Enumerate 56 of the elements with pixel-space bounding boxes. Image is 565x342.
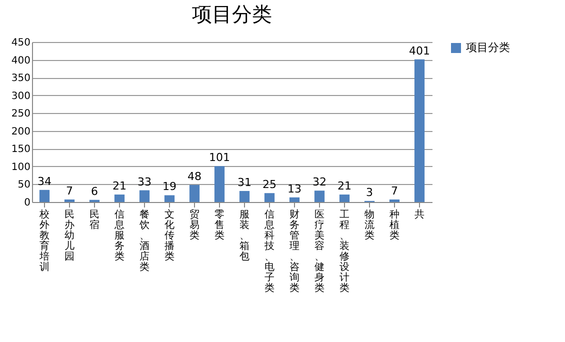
x-tick-label: 餐饮、酒店类 — [138, 208, 150, 273]
x-tick-label: 财务管理、咨询类 — [290, 208, 300, 294]
y-tick-label: 450 — [11, 38, 30, 48]
bar — [289, 197, 300, 202]
bar — [164, 195, 175, 202]
x-tick-label: 物流类 — [364, 210, 374, 242]
bar — [414, 59, 425, 202]
data-label: 34 — [38, 174, 52, 188]
x-tick-label: 种植类 — [390, 208, 400, 242]
data-label: 6 — [91, 184, 98, 198]
x-tick-label: 信息服务类 — [114, 208, 124, 262]
bar — [139, 190, 150, 202]
x-tick-label: 零售类 — [214, 210, 224, 242]
data-label: 25 — [262, 178, 276, 192]
bar — [114, 194, 125, 202]
data-label: 101 — [209, 151, 230, 164]
bar — [264, 193, 275, 202]
data-label: 401 — [409, 44, 430, 58]
x-tick-label: 共 — [414, 208, 424, 220]
bar — [39, 190, 50, 202]
bar — [214, 166, 225, 202]
bar — [314, 190, 325, 202]
x-tick-label: 贸易类 — [190, 208, 200, 242]
y-tick-label: 150 — [11, 144, 30, 156]
y-tick-label: 100 — [11, 162, 30, 173]
y-tick-label: 250 — [11, 108, 30, 120]
data-label: 7 — [391, 184, 398, 198]
legend-label: 项目分类 — [466, 41, 510, 54]
data-label: 32 — [312, 176, 326, 189]
x-tick-label: 民办幼儿园 — [64, 210, 74, 262]
x-tick-label: 服装、箱包 — [240, 210, 250, 262]
bar — [339, 194, 350, 202]
x-tick-label: 文化传播类 — [164, 208, 174, 262]
data-label: 31 — [238, 176, 252, 189]
x-tick-label: 民宿 — [90, 210, 100, 231]
y-tick-label: 400 — [11, 55, 30, 66]
bar — [239, 190, 250, 202]
data-label: 48 — [188, 170, 202, 183]
y-tick-label: 350 — [11, 73, 30, 84]
data-label: 19 — [162, 180, 176, 194]
data-label: 3 — [366, 186, 373, 199]
x-tick-label: 校外教育培训 — [38, 208, 50, 273]
y-tick-label: 0 — [24, 198, 30, 208]
data-label: 21 — [338, 180, 352, 193]
y-tick-label: 300 — [11, 90, 30, 102]
bar — [189, 184, 200, 202]
data-label: 7 — [66, 184, 73, 198]
y-tick-label: 200 — [11, 126, 30, 138]
data-label: 21 — [112, 180, 126, 193]
chart-title: 项目分类 — [192, 2, 272, 26]
data-label: 33 — [138, 175, 152, 188]
x-tick-label: 工程、装修设计类 — [340, 210, 350, 294]
x-tick-label: 医疗美容、健身类 — [314, 210, 324, 294]
y-tick-label: 50 — [18, 180, 30, 191]
data-label: 13 — [288, 182, 302, 196]
x-tick-label: 信息科技、电子类 — [264, 208, 274, 294]
